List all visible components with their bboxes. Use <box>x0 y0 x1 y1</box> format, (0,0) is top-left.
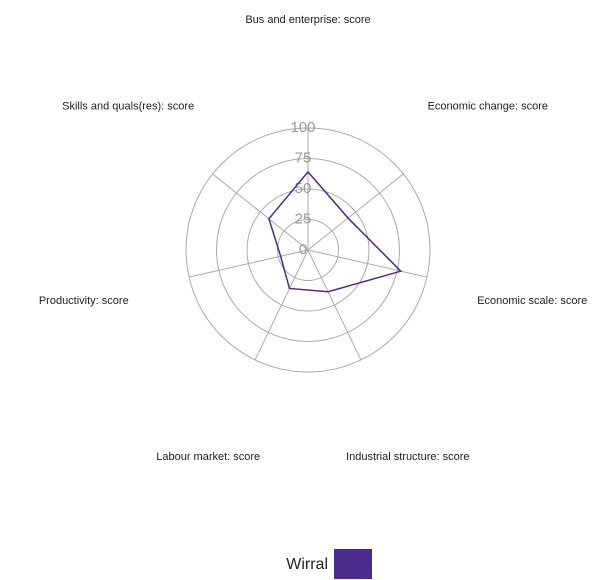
tick-label: 50 <box>295 180 312 197</box>
axis-label: Labour market: score <box>156 451 260 463</box>
legend-label: Wirral <box>286 556 328 573</box>
axis-label: Economic scale: score <box>477 295 587 307</box>
tick-label: 100 <box>290 119 315 136</box>
spoke <box>188 249 309 278</box>
tick-label: 75 <box>295 149 312 166</box>
spoke <box>212 173 309 251</box>
axis-label: Economic change: score <box>428 101 548 113</box>
spoke <box>307 249 428 278</box>
tick-label: 25 <box>295 210 312 227</box>
tick-label: 0 <box>299 241 307 258</box>
spoke <box>307 173 404 251</box>
axis-label: Industrial structure: score <box>346 451 470 463</box>
axis-label: Skills and quals(res): score <box>62 101 194 113</box>
spoke <box>307 249 362 361</box>
axis-label: Productivity: score <box>39 295 129 307</box>
legend-swatch <box>334 549 372 579</box>
series-line <box>268 170 403 293</box>
spoke <box>254 249 309 361</box>
axis-label: Bus and enterprise: score <box>245 14 370 26</box>
